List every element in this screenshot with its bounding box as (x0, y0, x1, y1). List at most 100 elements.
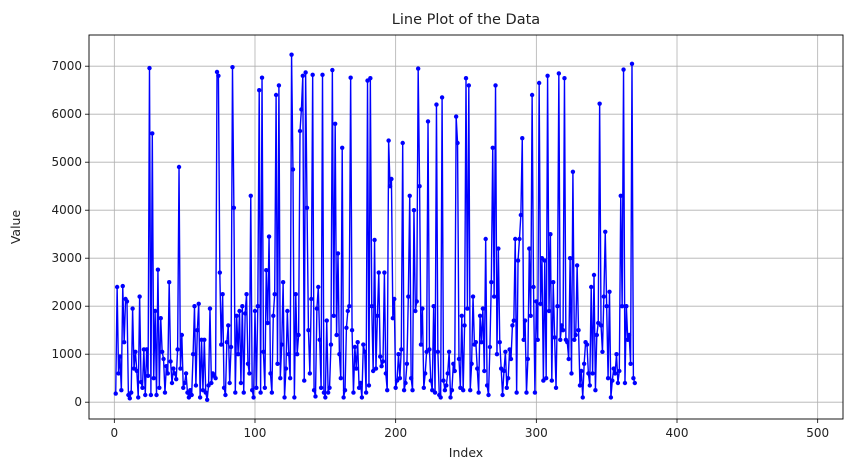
data-point (340, 145, 345, 150)
data-point (538, 301, 543, 306)
x-tick-label: 200 (384, 426, 407, 440)
data-point (548, 232, 553, 237)
data-point (358, 380, 363, 386)
data-point (517, 236, 522, 242)
data-point (515, 258, 521, 263)
data-point (490, 145, 495, 150)
data-point (148, 392, 154, 398)
data-point (521, 337, 526, 342)
data-point (479, 340, 484, 345)
data-point (477, 313, 483, 318)
data-point (323, 395, 328, 400)
data-point (242, 311, 248, 316)
data-point (237, 308, 242, 314)
data-point (348, 75, 353, 80)
data-point (325, 390, 331, 395)
data-point (396, 352, 401, 357)
data-point (134, 368, 140, 374)
data-point (600, 349, 605, 354)
data-point (249, 388, 255, 393)
data-point (379, 364, 384, 369)
data-point (349, 328, 355, 333)
data-point (435, 349, 441, 354)
data-point (155, 267, 161, 272)
data-point (397, 376, 403, 381)
data-point (324, 318, 329, 323)
data-point (524, 390, 529, 395)
data-point (245, 361, 251, 366)
x-axis-label: Index (449, 445, 483, 460)
data-point (529, 92, 535, 98)
data-point (178, 366, 183, 371)
data-point (417, 184, 422, 189)
data-point (373, 366, 379, 371)
data-point (511, 318, 517, 323)
data-point (334, 332, 339, 338)
data-point (204, 397, 210, 402)
data-point (514, 390, 519, 395)
data-point (175, 347, 180, 352)
data-point (293, 292, 298, 297)
data-point (421, 385, 426, 390)
data-point (337, 352, 342, 357)
data-point (266, 234, 272, 239)
data-point (355, 340, 360, 345)
data-point (176, 164, 182, 170)
data-point (164, 364, 169, 369)
chart-title: Line Plot of the Data (392, 12, 540, 28)
data-point (307, 371, 313, 376)
data-point (235, 352, 241, 357)
data-point (411, 208, 417, 213)
data-point (366, 383, 372, 388)
data-point (473, 340, 479, 345)
data-point (621, 67, 626, 72)
data-point (119, 388, 124, 393)
data-point (451, 361, 456, 366)
data-point (127, 396, 132, 401)
data-point (617, 368, 622, 374)
data-point (335, 251, 341, 256)
data-point (460, 388, 466, 393)
data-point (496, 246, 501, 251)
data-point (610, 378, 615, 383)
data-point (359, 395, 365, 400)
data-point (136, 395, 141, 400)
data-point (130, 306, 135, 311)
data-point (192, 304, 197, 309)
data-point (508, 356, 514, 362)
data-point (566, 356, 571, 362)
data-point (507, 347, 512, 352)
data-point (275, 361, 280, 366)
data-point (269, 390, 275, 395)
data-point (536, 80, 542, 86)
data-point (317, 337, 322, 342)
data-point (290, 167, 296, 172)
data-point (579, 368, 584, 374)
data-point (399, 347, 404, 352)
data-point (309, 296, 314, 302)
data-point (594, 332, 600, 338)
y-tick-label: 4000 (51, 203, 82, 217)
data-point (145, 373, 151, 378)
data-point (501, 368, 507, 374)
series-layer (113, 52, 638, 402)
y-tick-label: 2000 (51, 299, 82, 313)
data-point (296, 332, 301, 338)
data-point (354, 366, 359, 371)
data-point (587, 383, 592, 388)
x-tick-label: 400 (666, 426, 689, 440)
plot-frame (88, 34, 844, 420)
data-point (234, 313, 239, 318)
data-point (558, 337, 563, 342)
data-point (361, 342, 366, 347)
data-point (392, 296, 397, 302)
data-point (410, 388, 415, 393)
data-point (262, 385, 268, 390)
data-point (560, 328, 566, 333)
data-point (589, 284, 594, 290)
data-point (254, 385, 259, 390)
data-point (385, 388, 390, 393)
y-tick-label: 5000 (51, 155, 82, 169)
data-point (382, 270, 387, 275)
data-point (314, 306, 320, 311)
